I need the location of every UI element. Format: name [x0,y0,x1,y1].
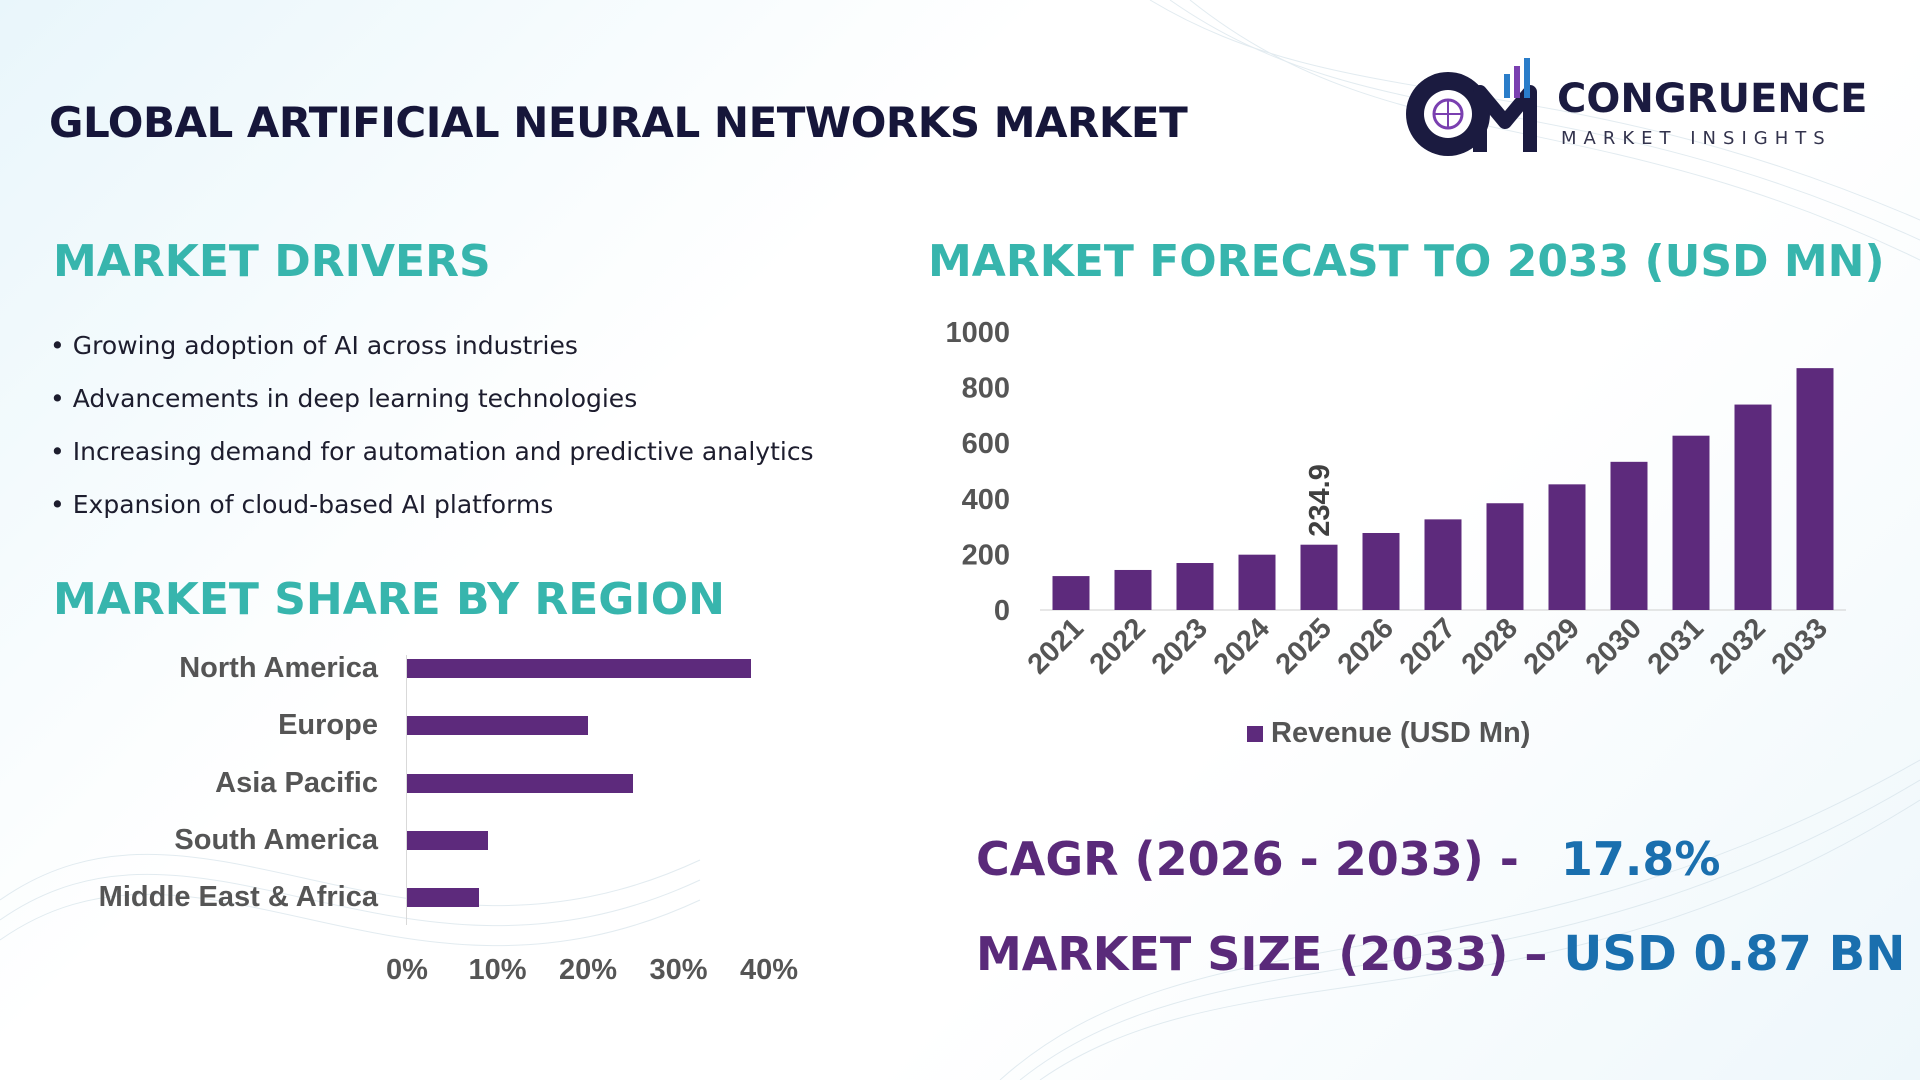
forecast-bar [1176,563,1214,610]
driver-item: • Increasing demand for automation and pr… [50,437,814,466]
logo-wordmark: CONGRUENCE [1557,76,1868,122]
forecast-x-tick-label: 2021 [1022,612,1090,680]
forecast-x-tick-label: 2025 [1270,612,1338,680]
forecast-x-tick-label: 2023 [1146,612,1214,680]
region-x-tick-label: 30% [649,954,708,986]
region-bar [407,830,489,850]
forecast-bar [1052,576,1090,610]
region-category-label: Middle East & Africa [98,881,378,914]
forecast-x-tick-label: 2032 [1704,612,1772,680]
market-size-stat: MARKET SIZE (2033) – USD 0.87 BN [976,926,1905,982]
forecast-y-tick-label: 600 [962,428,1010,460]
region-category-label: South America [174,823,378,856]
forecast-x-tick-label: 2026 [1332,612,1400,680]
forecast-bar [1548,484,1586,610]
drivers-list: • Growing adoption of AI across industrie… [50,326,814,538]
drivers-heading: MARKET DRIVERS [53,236,491,287]
legend-label: Revenue (USD Mn) [1271,717,1530,749]
forecast-x-tick-label: 2024 [1208,612,1276,680]
page-title: GLOBAL ARTIFICIAL NEURAL NETWORKS MARKET [49,98,1188,147]
forecast-heading: MARKET FORECAST TO 2033 (USD MN) [928,236,1885,287]
forecast-y-tick-label: 400 [962,484,1010,516]
region-category-label: North America [179,652,378,684]
cagr-label: CAGR (2026 - 2033) - [976,832,1519,886]
region-x-tick-label: 40% [739,954,799,986]
forecast-bar [1362,532,1400,610]
region-bar [407,773,634,793]
forecast-y-tick-label: 200 [962,539,1010,571]
region-axis-line [406,655,407,925]
forecast-x-tick-label: 2031 [1642,612,1710,680]
forecast-y-tick-label: 800 [962,373,1010,405]
region-category-label: Asia Pacific [215,766,378,799]
forecast-x-tick-label: 2028 [1456,612,1524,680]
forecast-bar [1610,461,1648,610]
forecast-x-tick-label: 2033 [1766,612,1834,680]
market-size-value: USD 0.87 BN [1563,926,1906,982]
region-bar [407,659,751,678]
region-x-tick-label: 10% [468,954,527,986]
forecast-bar [1672,435,1710,610]
forecast-x-tick-label: 2027 [1394,612,1462,680]
forecast-bar [1238,554,1276,610]
driver-item: • Advancements in deep learning technolog… [50,384,638,413]
brand-logo: CONGRUENCE MARKET INSIGHTS [1400,52,1880,162]
cagr-value: 17.8% [1560,832,1721,886]
forecast-x-tick-label: 2030 [1580,612,1648,680]
driver-item: • Growing adoption of AI across industrie… [50,331,578,360]
region-category-label: Europe [278,709,378,742]
forecast-bar [1300,544,1338,610]
driver-item: • Expansion of cloud-based AI platforms [50,490,554,519]
cagr-stat: CAGR (2026 - 2033) - 17.8% [976,832,1721,886]
region-bar [407,716,588,736]
forecast-bar [1424,519,1462,610]
forecast-bar [1796,368,1834,610]
forecast-bar [1114,569,1152,610]
forecast-x-tick-label: 2029 [1518,612,1586,680]
forecast-data-label: 234.9 [1304,464,1336,537]
forecast-y-tick-label: 1000 [945,317,1010,349]
market-size-label: MARKET SIZE (2033) – [976,927,1548,981]
region-heading: MARKET SHARE BY REGION [53,574,725,625]
logo-tagline: MARKET INSIGHTS [1561,128,1832,149]
forecast-bar [1734,404,1772,610]
region-x-tick-label: 0% [386,954,428,986]
forecast-bar [1486,503,1524,610]
logo-mark-icon [1406,58,1537,156]
region-x-tick-label: 20% [558,954,618,986]
legend-swatch [1247,726,1263,742]
forecast-x-tick-label: 2022 [1084,612,1152,680]
region-bar [407,888,480,908]
forecast-y-tick-label: 0 [994,595,1010,627]
